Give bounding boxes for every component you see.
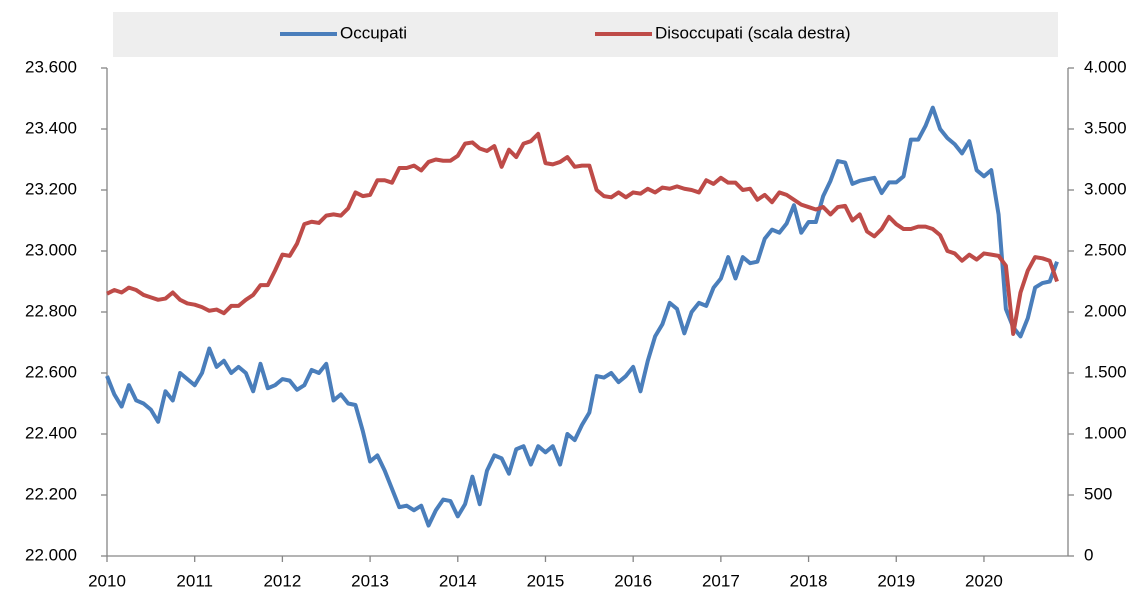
- y-tick-label: 22.800: [25, 301, 77, 320]
- legend-box: [113, 12, 1058, 57]
- y2-tick-label: 3.500: [1084, 118, 1127, 137]
- legend-label: Disoccupati (scala destra): [655, 23, 851, 42]
- y-tick-label: 22.200: [25, 484, 77, 503]
- x-tick-label: 2013: [351, 571, 389, 590]
- y2-tick-label: 3.000: [1084, 179, 1127, 198]
- line-series: [106, 131, 1059, 336]
- y-tick-label: 22.600: [25, 362, 77, 381]
- y-tick-label: 23.200: [25, 179, 77, 198]
- y2-tick-label: 1.000: [1084, 423, 1127, 442]
- y2-tick-label: 1.500: [1084, 362, 1127, 381]
- x-tick-label: 2015: [527, 571, 565, 590]
- y2-tick-label: 4.000: [1084, 57, 1127, 76]
- y-tick-label: 22.000: [25, 545, 77, 564]
- x-tick-label: 2010: [88, 571, 126, 590]
- y2-tick-label: 0: [1084, 545, 1093, 564]
- x-tick-label: 2016: [614, 571, 652, 590]
- x-tick-label: 2020: [965, 571, 1003, 590]
- y2-tick-label: 2.000: [1084, 301, 1127, 320]
- y-tick-label: 23.000: [25, 240, 77, 259]
- line-series: [105, 105, 1059, 528]
- y-tick-label: 23.600: [25, 57, 77, 76]
- x-tick-label: 2019: [877, 571, 915, 590]
- x-tick-label: 2017: [702, 571, 740, 590]
- x-tick-label: 2018: [790, 571, 828, 590]
- y-tick-label: 23.400: [25, 118, 77, 137]
- x-tick-label: 2014: [439, 571, 477, 590]
- x-tick-label: 2011: [176, 571, 213, 590]
- y-tick-label: 22.400: [25, 423, 77, 442]
- x-tick-label: 2012: [263, 571, 301, 590]
- legend-label: Occupati: [340, 23, 407, 42]
- y2-tick-label: 500: [1084, 484, 1112, 503]
- y2-tick-label: 2.500: [1084, 240, 1127, 259]
